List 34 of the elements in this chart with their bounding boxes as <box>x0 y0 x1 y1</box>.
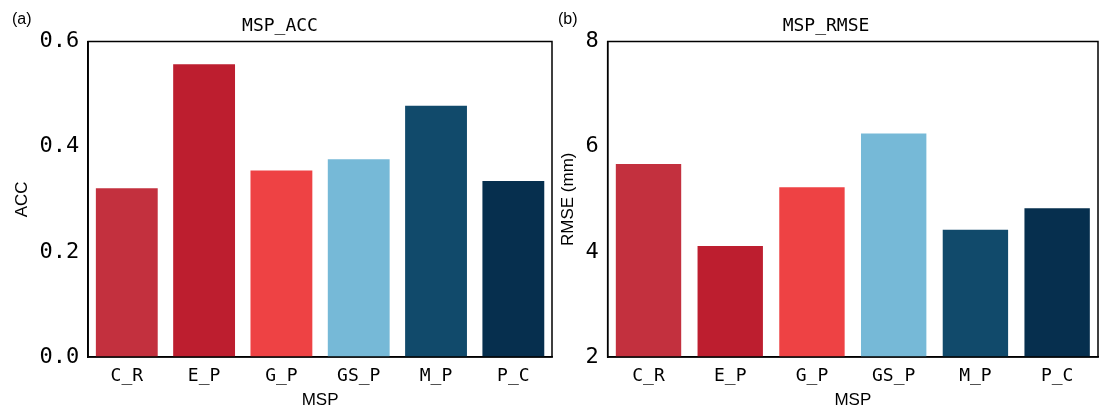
y-tick-label: 8 <box>585 27 599 53</box>
y-axis-title: RMSE (mm) <box>557 152 577 247</box>
y-tick-label: 0.6 <box>39 27 80 53</box>
chart-title: MSP_ACC <box>242 14 318 36</box>
x-tick-label: M_P <box>419 364 453 386</box>
chart-title: MSP_RMSE <box>782 14 870 36</box>
y-tick-label: 0.4 <box>39 132 80 158</box>
bar <box>95 188 158 357</box>
x-tick-label: P_C <box>497 364 530 386</box>
x-tick-label: C_R <box>632 364 665 386</box>
bar <box>482 180 545 357</box>
x-tick-label: E_P <box>187 364 221 386</box>
y-tick-label: 4 <box>585 237 599 263</box>
text: (b) <box>558 10 578 28</box>
y-axis-title: ACC <box>11 181 31 218</box>
bar <box>173 64 236 357</box>
x-tick-label: C_R <box>110 364 144 386</box>
x-tick-label: M_P <box>959 364 992 386</box>
y-tick-label: 6 <box>585 132 599 158</box>
x-tick-label: GS_P <box>337 364 381 386</box>
bar <box>250 170 313 357</box>
bar <box>327 159 390 357</box>
x-axis-title: MSP <box>301 390 339 410</box>
bar <box>405 105 467 357</box>
x-tick-label: G_P <box>795 364 829 386</box>
x-axis-title: MSP <box>834 390 872 410</box>
y-tick-label: 2 <box>585 342 599 368</box>
y-tick-label: 0.0 <box>39 342 80 368</box>
y-tick-label: 0.2 <box>39 237 80 263</box>
x-tick-label: E_P <box>713 364 747 386</box>
x-tick-label: G_P <box>265 364 298 386</box>
text: (a) <box>12 10 32 28</box>
x-tick-label: GS_P <box>872 364 916 386</box>
x-tick-label: P_C <box>1040 364 1074 386</box>
